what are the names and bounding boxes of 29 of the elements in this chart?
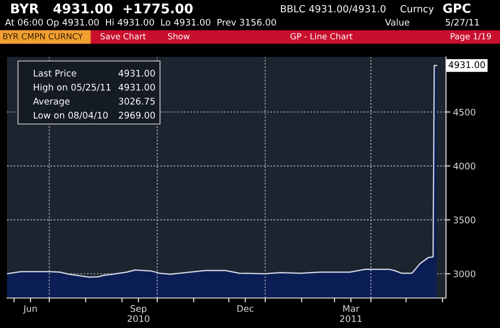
text: Page 1/19 (450, 33, 491, 42)
annotation: 2969.00 (118, 112, 155, 119)
text: GPC (443, 4, 470, 13)
text: Value (385, 18, 410, 26)
annotation: 4931.00 (118, 70, 155, 77)
text: BYR CMPN CURNCY (3, 33, 83, 40)
annotation: Last Price (34, 70, 76, 77)
chart-subtitle: At 06:00 Op 4931.00 Hi 4931.00 Lo 4931.00 Prev 3156.00 (5, 18, 276, 28)
text: Show (168, 32, 190, 40)
annotation: High on 05/25/11 (34, 84, 110, 92)
annotation: 3026.75 (118, 98, 155, 105)
x-tick-label: Sep 2010 (128, 305, 150, 322)
annotation: Low on 08/04/10 (34, 112, 108, 120)
chart-title: BYR 4931.00 +1775.00 (11, 4, 193, 14)
y-tick-label: 4500 (453, 108, 476, 116)
text: 5/27/11 (446, 18, 479, 26)
text: GP - Line Chart (290, 32, 353, 40)
y-tick-label: 4000 (453, 162, 476, 170)
y-tick-label: 3000 (454, 270, 476, 278)
x-tick-label: Jun (22, 305, 37, 314)
annotation: Average (33, 98, 70, 106)
text: Curncy (400, 5, 434, 14)
annotation: 4931.00 (448, 61, 485, 68)
x-tick-label: Mar 2011 (340, 305, 362, 322)
y-tick-label: 3500 (454, 216, 476, 224)
text: BBLC 4931.00/4931.0 (280, 5, 386, 14)
x-tick-label: Dec (237, 305, 254, 312)
annotation: 4931.00 (118, 84, 155, 91)
text: Save Chart (100, 32, 146, 40)
